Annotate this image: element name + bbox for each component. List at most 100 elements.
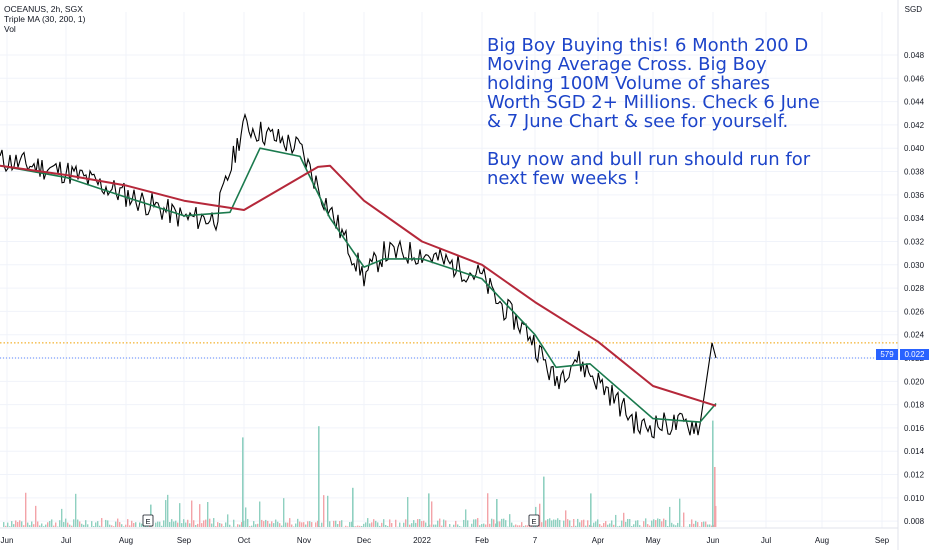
volume-bar <box>639 525 641 527</box>
earnings-marker <box>528 514 540 527</box>
volume-bar <box>241 522 243 527</box>
volume-bar <box>567 519 569 527</box>
volume-bar <box>237 524 239 527</box>
volume-bar <box>129 525 131 527</box>
volume-bar <box>481 524 483 527</box>
volume-bar <box>239 524 241 527</box>
volume-bar <box>257 523 259 527</box>
volume-bar <box>193 520 195 527</box>
volume-spike <box>712 420 714 527</box>
volume-bar <box>229 524 231 527</box>
volume-bar <box>399 522 401 527</box>
volume-bar <box>551 520 553 527</box>
volume-bar <box>553 519 555 527</box>
volume-bar <box>175 520 177 527</box>
volume-bar <box>523 525 525 527</box>
volume-bar <box>49 520 51 527</box>
volume-bar <box>421 521 423 527</box>
volume-badge: 579 <box>876 349 898 360</box>
volume-bar <box>97 521 99 527</box>
volume-bar <box>91 521 93 527</box>
volume-bar <box>411 523 413 527</box>
volume-bar <box>243 520 245 527</box>
volume-bar <box>653 519 655 527</box>
volume-bar <box>631 526 633 527</box>
indicator-label[interactable]: Triple MA (30, 200, 1) <box>4 14 86 24</box>
volume-bar <box>647 524 649 527</box>
volume-bar <box>649 525 651 527</box>
volume-bar <box>199 504 201 527</box>
volume-bar <box>439 518 441 527</box>
volume-bar <box>517 525 519 527</box>
earnings-marker-label: E <box>145 517 150 526</box>
y-tick-label: 0.010 <box>904 494 925 503</box>
annotation-paragraph-1: Big Boy Buying this! 6 Month 200 D Movin… <box>487 35 820 132</box>
volume-bar <box>177 522 179 527</box>
volume-bar <box>671 522 673 527</box>
volume-bar <box>419 519 421 527</box>
volume-bar <box>593 522 595 527</box>
volume-bar <box>27 522 29 527</box>
volume-bar <box>321 522 323 527</box>
volume-bar <box>53 525 55 527</box>
volume-bar <box>209 518 211 527</box>
volume-bar <box>511 522 513 527</box>
volume-bar <box>385 524 387 527</box>
earnings-marker <box>142 514 154 527</box>
volume-spike <box>496 499 498 527</box>
volume-bar <box>115 521 117 527</box>
y-tick-label: 0.030 <box>904 261 925 270</box>
volume-bar <box>651 520 653 527</box>
volume-bar <box>301 522 303 527</box>
symbol-label[interactable]: OCEANUS, 2h, SGX <box>4 4 83 14</box>
volume-bar <box>117 518 119 527</box>
volume-bar <box>73 519 75 527</box>
volume-bar <box>55 522 57 527</box>
volume-bar <box>429 524 431 527</box>
last-price-badge: 0.022 <box>900 349 929 360</box>
volume-bar <box>333 520 335 527</box>
volume-bar <box>307 521 309 527</box>
volume-bar <box>387 525 389 527</box>
volume-bar <box>623 512 625 527</box>
volume-bar <box>21 521 23 527</box>
volume-bar <box>427 526 429 527</box>
volume-bar <box>25 492 27 527</box>
volume-bar <box>629 519 631 527</box>
volume-bar <box>351 521 353 527</box>
volume-bar <box>709 524 711 527</box>
volume-bar <box>665 519 667 527</box>
volume-bar <box>657 518 659 527</box>
price-line <box>0 112 717 439</box>
volume-bar <box>107 520 109 527</box>
volume-bar <box>579 522 581 527</box>
volume-bar <box>609 523 611 527</box>
chart-legend: OCEANUS, 2h, SGX Triple MA (30, 200, 1) … <box>4 4 85 34</box>
volume-bar <box>563 520 565 527</box>
volume-bar <box>487 493 489 527</box>
volume-bar <box>293 526 295 527</box>
volume-bar <box>423 520 425 527</box>
volume-bar <box>269 523 271 527</box>
chart-annotation[interactable]: Big Boy Buying this! 6 Month 200 D Movin… <box>487 36 827 207</box>
volume-bar <box>695 520 697 527</box>
volume-bar <box>527 525 529 527</box>
volume-bar <box>475 519 477 527</box>
volume-bar <box>613 524 615 527</box>
volume-bar <box>499 521 501 527</box>
x-tick-label: Jun <box>707 536 720 545</box>
volume-bar <box>255 524 257 527</box>
volume-bar <box>633 524 635 527</box>
volume-bar <box>67 522 69 527</box>
y-tick-label: 0.012 <box>904 471 925 480</box>
volume-bar <box>319 526 321 527</box>
volume-bar <box>233 519 235 527</box>
volume-bar <box>39 525 41 527</box>
volume-bar <box>9 526 11 527</box>
currency-label[interactable]: SGD <box>904 5 922 14</box>
volume-label[interactable]: Vol <box>4 24 16 34</box>
volume-bar <box>443 519 445 527</box>
volume-bar <box>215 526 217 527</box>
volume-bar <box>643 521 645 527</box>
